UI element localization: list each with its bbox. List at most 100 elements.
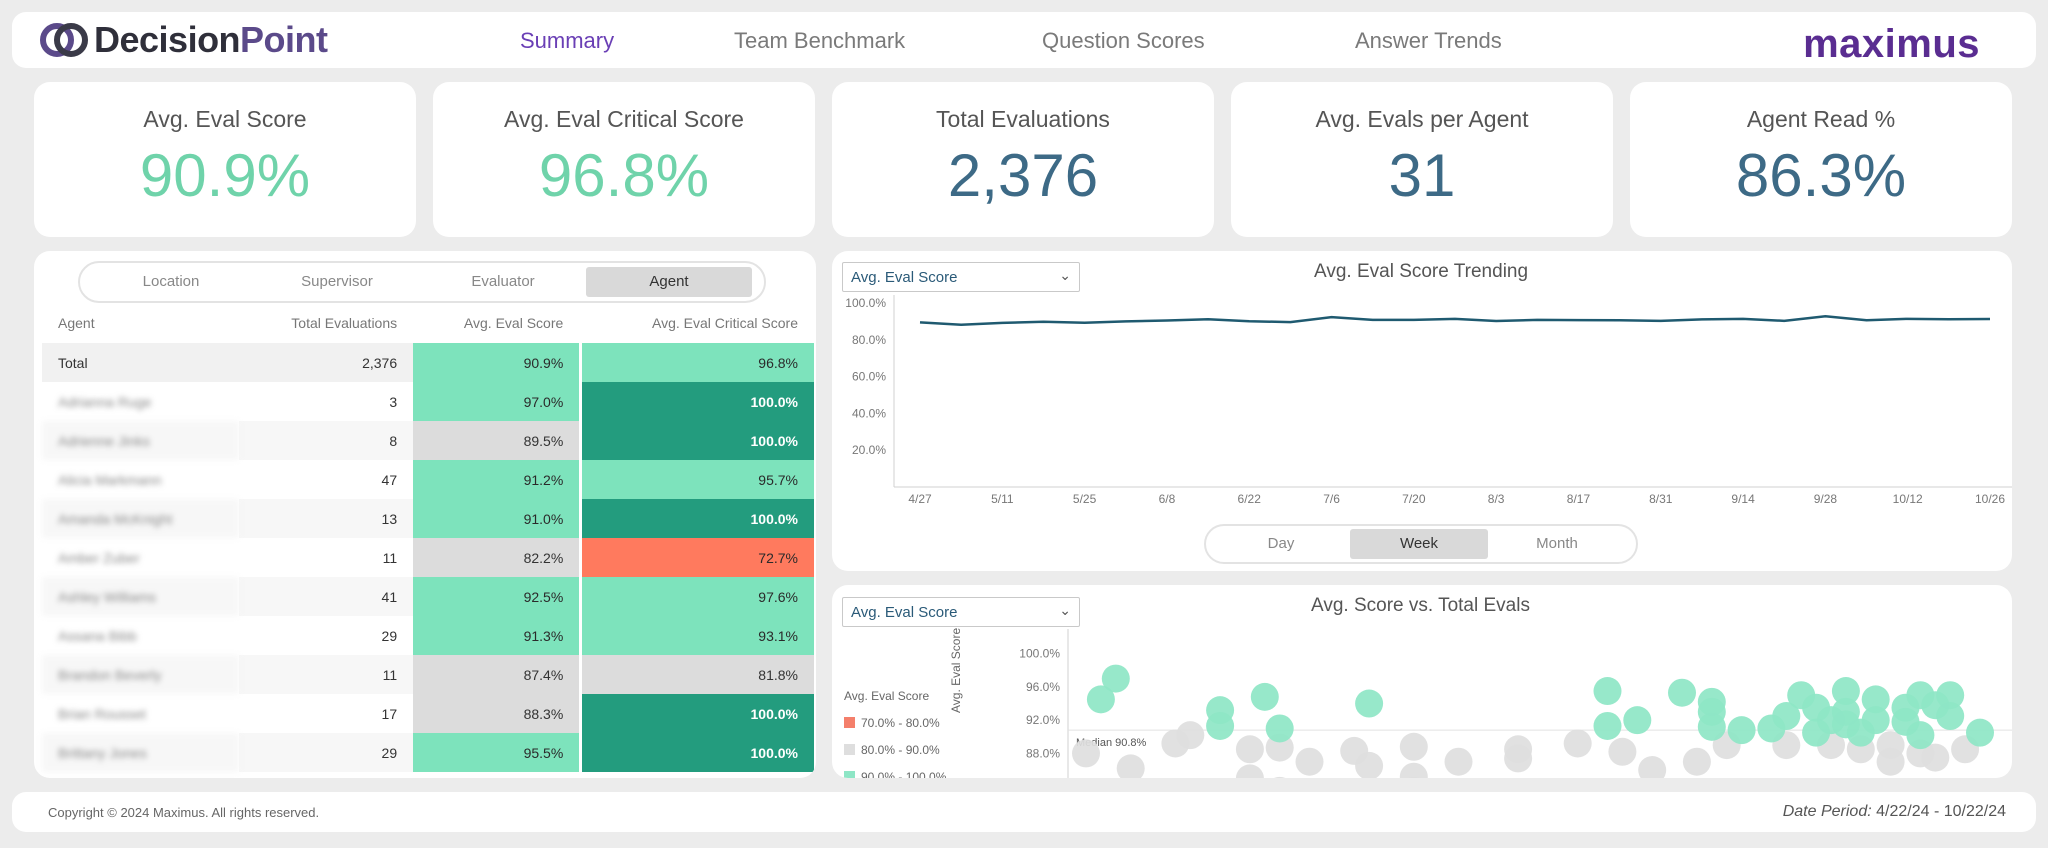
total-evaluations-cell: 3 [389,393,398,410]
table-row-total[interactable]: Total 2,376 90.9% 96.8% [42,343,814,382]
kpi-label: Avg. Eval Critical Score [504,106,744,132]
y-tick-label: 40.0% [852,406,886,420]
date-period-value: 4/22/24 - 10/22/24 [1876,803,2006,820]
agent-name-cell: Ashley Williams [42,577,239,616]
avg-eval-critical-score-cell: 100.0% [582,382,814,421]
nav-summary[interactable]: Summary [520,28,615,53]
y-tick-label: 88.0% [1026,746,1060,760]
kpi-label: Avg. Evals per Agent [1315,106,1529,132]
scatter-point [1265,714,1294,743]
scatter-metric-dropdown[interactable]: Avg. Eval Score ⌄ [842,597,1080,627]
total-evaluations-cell: 47 [381,471,398,488]
toggle-month[interactable]: Month [1536,535,1578,552]
agent-name-cell: Total [42,343,239,382]
toggle-day[interactable]: Day [1267,535,1295,552]
scatter-point [1504,744,1533,773]
legend-item-70-80[interactable]: 70.0% - 80.0% [844,716,940,730]
col-header-avg-eval-critical-score[interactable]: Avg. Eval Critical Score [651,315,798,331]
scatter-point [1593,711,1622,740]
table-row[interactable]: Alicia Markmann 47 91.2% 95.7% [42,460,814,499]
scatter-point [1206,711,1235,740]
scatter-plot: 84.0%88.0%92.0%96.0%100.0%Median 90.8% [1019,629,2012,778]
kpi-agent-read-pct: Agent Read % 86.3% [1630,82,2012,237]
scatter-point [1593,677,1622,706]
avg-eval-critical-score-cell: 95.7% [582,460,814,499]
nav-team-benchmark[interactable]: Team Benchmark [734,28,906,53]
table-row[interactable]: Brandon Beverly 11 87.4% 81.8% [42,655,814,694]
legend-item-90-100[interactable]: 90.0% - 100.0% [844,770,946,778]
grouping-segmented-control: Location Supervisor Evaluator Agent [78,261,766,303]
scatter-point [1295,747,1324,776]
scatter-point [1444,747,1473,776]
scatter-point [1355,751,1384,778]
scatter-point [1772,702,1801,731]
kpi-label: Agent Read % [1746,106,1896,132]
tab-location[interactable]: Location [142,273,200,290]
scatter-point [1176,721,1205,750]
decisionpoint-logo[interactable]: DecisionPoint [40,19,328,60]
chevron-down-icon: ⌄ [1059,602,1071,618]
trend-metric-dropdown[interactable]: Avg. Eval Score ⌄ [842,262,1080,292]
avg-eval-score-cell: 88.3% [413,694,583,733]
legend-swatch [844,717,855,728]
x-tick-label: 9/28 [1814,492,1838,506]
agent-name-cell: Adrienne Jinks [42,421,239,460]
kpi-value: 2,376 [947,142,1099,209]
col-header-avg-eval-score[interactable]: Avg. Eval Score [413,303,583,343]
tab-agent[interactable]: Agent [586,267,752,297]
table-row[interactable]: Adrienne Jinks 8 89.5% 100.0% [42,421,814,460]
scatter-point [1936,702,1965,731]
agent-name-cell: Brandon Beverly [42,655,239,694]
agent-name-cell: Adrianna Ruge [58,393,152,410]
avg-eval-score-cell: 91.3% [413,616,583,655]
x-tick-label: 7/20 [1402,492,1426,506]
col-header-total-evaluations[interactable]: Total Evaluations [291,315,398,331]
kpi-total-evaluations: Total Evaluations 2,376 [832,82,1214,237]
avg-eval-score-cell: 91.2% [413,460,583,499]
toggle-week[interactable]: Week [1350,529,1488,559]
avg-eval-score-cell: 97.0% [413,382,583,421]
x-tick-label: 10/26 [1975,492,2005,506]
legend-item-80-90[interactable]: 80.0% - 90.0% [844,743,940,757]
kpi-value: 96.8% [538,142,710,209]
tab-supervisor[interactable]: Supervisor [301,273,373,290]
table-row[interactable]: Assana Bibb 29 91.3% 93.1% [42,616,814,655]
dropdown-value: Avg. Eval Score [851,604,958,621]
table-row[interactable]: Amber Zuber 11 82.2% 72.7% [42,538,814,577]
table-row[interactable]: Amanda McKnight 13 91.0% 100.0% [42,499,814,538]
scatter-point [1861,706,1890,735]
agent-name-cell: Brittany Jones [42,733,239,772]
col-header-agent[interactable]: Agent [58,315,95,331]
avg-eval-critical-score-cell: 100.0% [582,733,814,772]
scatter-point [1831,677,1860,706]
nav-question-scores[interactable]: Question Scores [1042,28,1205,53]
total-evaluations-cell: 13 [238,499,414,538]
table-row[interactable]: Adrianna Ruge 3 97.0% 100.0% [42,382,814,421]
kpi-avg-eval-score: Avg. Eval Score 90.9% [34,82,416,237]
total-evaluations-cell: 41 [238,577,414,616]
table-row[interactable]: Brittany Jones 29 95.5% 100.0% [42,733,814,772]
agent-name-cell: Assana Bibb [58,627,137,644]
y-tick-label: 20.0% [852,443,886,457]
kpi-label: Avg. Eval Score [143,106,307,132]
date-period: Date Period: 4/22/24 - 10/22/24 [1782,803,2006,820]
total-evaluations-cell: 11 [238,655,414,694]
y-tick-label: 100.0% [845,296,886,310]
x-tick-label: 6/22 [1238,492,1262,506]
tab-evaluator[interactable]: Evaluator [471,273,535,290]
logo-text: DecisionPoint [94,19,328,60]
chevron-down-icon: ⌄ [1059,267,1071,283]
scatter-point [1072,739,1100,768]
scatter-point [1861,685,1890,714]
scatter-point [1086,685,1115,714]
scatter-point [1250,682,1279,711]
avg-eval-critical-score-cell: 81.8% [582,655,814,694]
trend-series-line [919,314,1991,326]
scatter-point [1906,721,1935,750]
avg-eval-score-cell: 91.0% [413,499,583,538]
table-row[interactable]: Ashley Williams 41 92.5% 97.6% [42,577,814,616]
table-row[interactable]: Brian Rousset 17 88.3% 100.0% [42,694,814,733]
nav-answer-trends[interactable]: Answer Trends [1355,28,1502,53]
avg-eval-score-cell: 90.9% [413,343,583,382]
legend-swatch [844,744,855,755]
